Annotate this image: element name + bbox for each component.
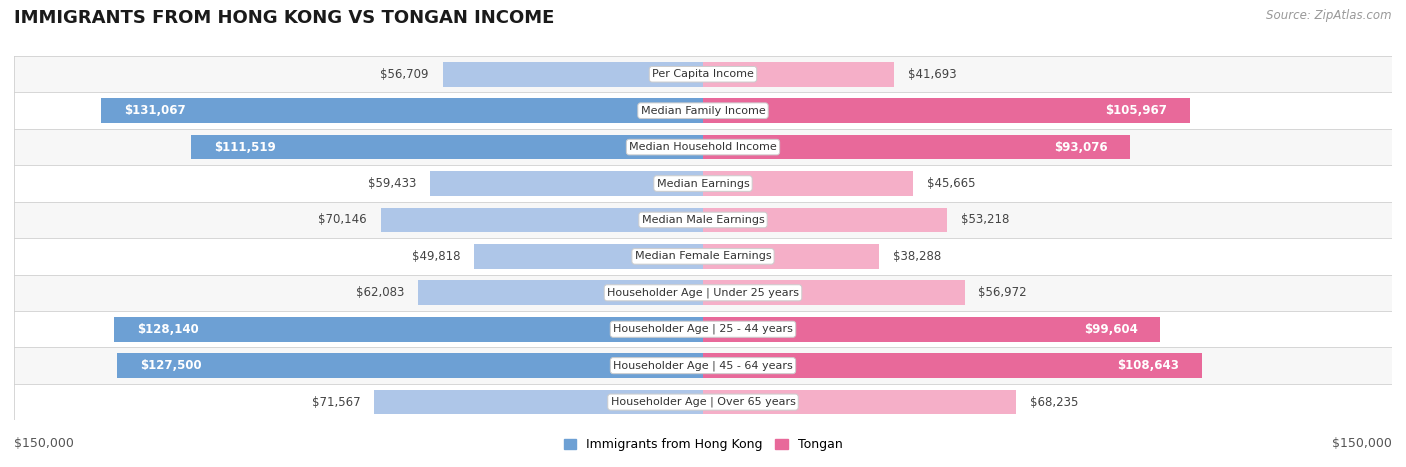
Text: $99,604: $99,604	[1084, 323, 1137, 336]
Bar	[14, 202, 1392, 238]
Text: $70,146: $70,146	[318, 213, 367, 226]
Bar	[14, 275, 1392, 311]
Text: Householder Age | Under 25 years: Householder Age | Under 25 years	[607, 288, 799, 298]
Bar	[703, 244, 879, 269]
Text: Median Male Earnings: Median Male Earnings	[641, 215, 765, 225]
Bar	[101, 98, 703, 123]
Bar	[703, 98, 1189, 123]
Bar	[443, 62, 703, 87]
Bar	[703, 389, 1017, 415]
Text: $56,709: $56,709	[380, 68, 429, 81]
Text: $62,083: $62,083	[356, 286, 404, 299]
Bar	[418, 280, 703, 305]
Text: $111,519: $111,519	[214, 141, 276, 154]
Text: $49,818: $49,818	[412, 250, 460, 263]
Text: $59,433: $59,433	[368, 177, 416, 190]
Bar	[703, 171, 912, 196]
Bar	[191, 134, 703, 160]
Bar	[14, 92, 1392, 129]
Text: Median Family Income: Median Family Income	[641, 106, 765, 116]
Text: Householder Age | 25 - 44 years: Householder Age | 25 - 44 years	[613, 324, 793, 334]
Text: Median Household Income: Median Household Income	[628, 142, 778, 152]
Text: $150,000: $150,000	[14, 437, 75, 450]
Text: $38,288: $38,288	[893, 250, 941, 263]
Bar	[703, 317, 1160, 342]
Text: $131,067: $131,067	[124, 104, 186, 117]
Bar	[374, 389, 703, 415]
Bar	[14, 165, 1392, 202]
Text: $53,218: $53,218	[962, 213, 1010, 226]
Text: $45,665: $45,665	[927, 177, 974, 190]
Text: Per Capita Income: Per Capita Income	[652, 69, 754, 79]
Text: $41,693: $41,693	[908, 68, 957, 81]
Bar	[14, 347, 1392, 384]
Text: Source: ZipAtlas.com: Source: ZipAtlas.com	[1267, 9, 1392, 22]
Bar	[117, 353, 703, 378]
Bar	[703, 353, 1202, 378]
Text: $128,140: $128,140	[138, 323, 200, 336]
Text: $108,643: $108,643	[1118, 359, 1180, 372]
Bar	[14, 238, 1392, 275]
Text: Householder Age | 45 - 64 years: Householder Age | 45 - 64 years	[613, 361, 793, 371]
Text: $56,972: $56,972	[979, 286, 1026, 299]
Text: Median Female Earnings: Median Female Earnings	[634, 251, 772, 262]
Text: IMMIGRANTS FROM HONG KONG VS TONGAN INCOME: IMMIGRANTS FROM HONG KONG VS TONGAN INCO…	[14, 9, 554, 28]
Bar	[703, 62, 894, 87]
Bar	[430, 171, 703, 196]
Legend: Immigrants from Hong Kong, Tongan: Immigrants from Hong Kong, Tongan	[558, 433, 848, 456]
Bar	[474, 244, 703, 269]
Bar	[114, 317, 703, 342]
Bar	[14, 129, 1392, 165]
Text: $71,567: $71,567	[312, 396, 360, 409]
Text: $127,500: $127,500	[141, 359, 202, 372]
Bar	[14, 384, 1392, 420]
Bar	[14, 311, 1392, 347]
Bar	[703, 207, 948, 233]
Text: Median Earnings: Median Earnings	[657, 178, 749, 189]
Text: Householder Age | Over 65 years: Householder Age | Over 65 years	[610, 397, 796, 407]
Bar	[703, 134, 1130, 160]
Text: $150,000: $150,000	[1331, 437, 1392, 450]
Bar	[14, 56, 1392, 92]
Bar	[703, 280, 965, 305]
Bar	[381, 207, 703, 233]
Text: $105,967: $105,967	[1105, 104, 1167, 117]
Text: $68,235: $68,235	[1031, 396, 1078, 409]
Text: $93,076: $93,076	[1054, 141, 1108, 154]
